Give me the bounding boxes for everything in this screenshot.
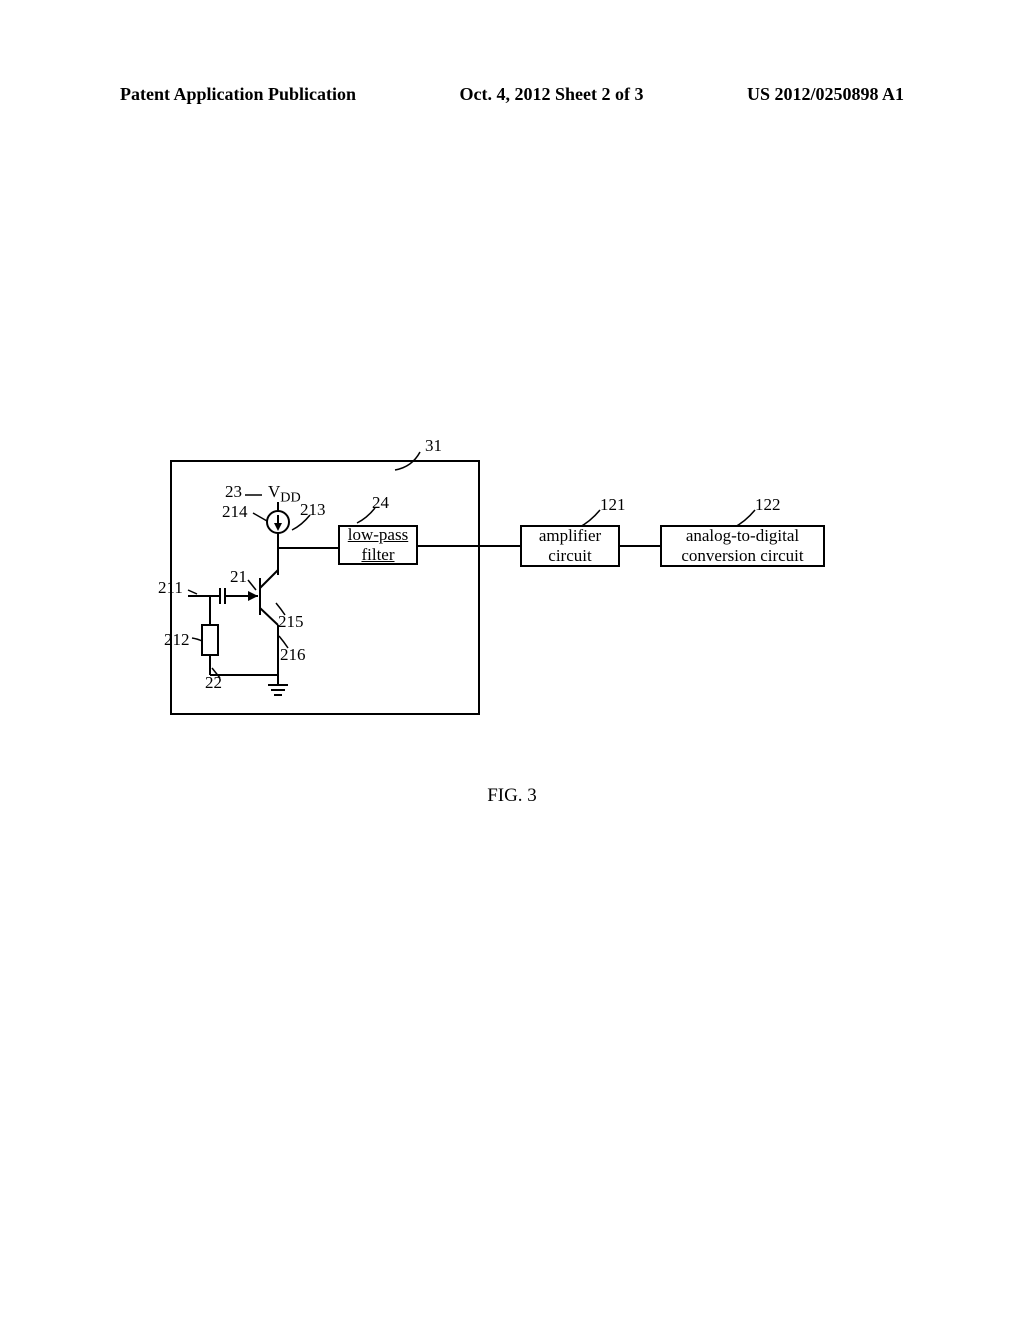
- lowpass-line1: low-pass: [340, 525, 416, 545]
- label-21: 21: [230, 567, 247, 587]
- label-122: 122: [755, 495, 781, 515]
- block-lowpass-filter: low-pass filter: [338, 525, 418, 565]
- label-214: 214: [222, 502, 248, 522]
- figure-caption: FIG. 3: [0, 785, 1024, 807]
- block-amplifier: amplifier circuit: [520, 525, 620, 567]
- amp-line2: circuit: [522, 546, 618, 566]
- circuit-svg: [150, 460, 900, 760]
- lowpass-line2: filter: [340, 545, 416, 565]
- label-216: 216: [280, 645, 306, 665]
- block-adc: analog-to-digital conversion circuit: [660, 525, 825, 567]
- label-211: 211: [158, 578, 183, 598]
- label-22: 22: [205, 673, 222, 693]
- header-left: Patent Application Publication: [120, 84, 356, 105]
- label-vdd: VDD: [268, 482, 301, 506]
- label-212: 212: [164, 630, 190, 650]
- label-24: 24: [372, 493, 389, 513]
- label-23: 23: [225, 482, 242, 502]
- vdd-text: V: [268, 482, 280, 501]
- adc-line2: conversion circuit: [662, 546, 823, 566]
- label-213: 213: [300, 500, 326, 520]
- label-215: 215: [278, 612, 304, 632]
- header-right: US 2012/0250898 A1: [747, 84, 904, 105]
- label-121: 121: [600, 495, 626, 515]
- label-31: 31: [425, 436, 442, 456]
- amp-line1: amplifier: [522, 526, 618, 546]
- circuit-diagram: VDD 31 23 214 213 24 121 122 211 21 215 …: [150, 460, 900, 760]
- adc-line1: analog-to-digital: [662, 526, 823, 546]
- header-center: Oct. 4, 2012 Sheet 2 of 3: [460, 84, 644, 105]
- vdd-sub: DD: [280, 489, 300, 505]
- page-header: Patent Application Publication Oct. 4, 2…: [0, 84, 1024, 105]
